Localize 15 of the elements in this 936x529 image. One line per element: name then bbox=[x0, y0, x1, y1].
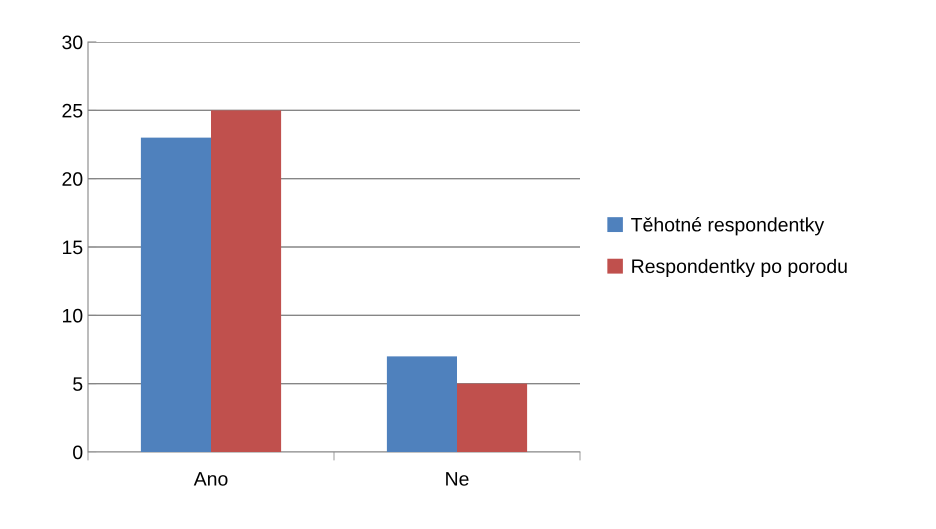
y-tick-label: 10 bbox=[62, 308, 82, 323]
legend-label: Respondentky po porodu bbox=[632, 258, 847, 277]
legend-label: Těhotné respondentky bbox=[631, 217, 824, 236]
y-tick-label: 5 bbox=[73, 377, 82, 391]
y-tick-label: 20 bbox=[62, 172, 82, 186]
y-tick-label: 30 bbox=[62, 35, 82, 50]
bar bbox=[457, 384, 528, 452]
x-tick-label: Ano bbox=[194, 472, 228, 486]
bar bbox=[140, 138, 211, 452]
y-tick-label: 25 bbox=[62, 104, 82, 118]
y-tick-label: 0 bbox=[73, 445, 82, 460]
bar bbox=[211, 110, 282, 452]
bar bbox=[386, 356, 457, 452]
x-tick-label: Ne bbox=[446, 472, 469, 486]
y-tick-label: 15 bbox=[62, 240, 82, 254]
